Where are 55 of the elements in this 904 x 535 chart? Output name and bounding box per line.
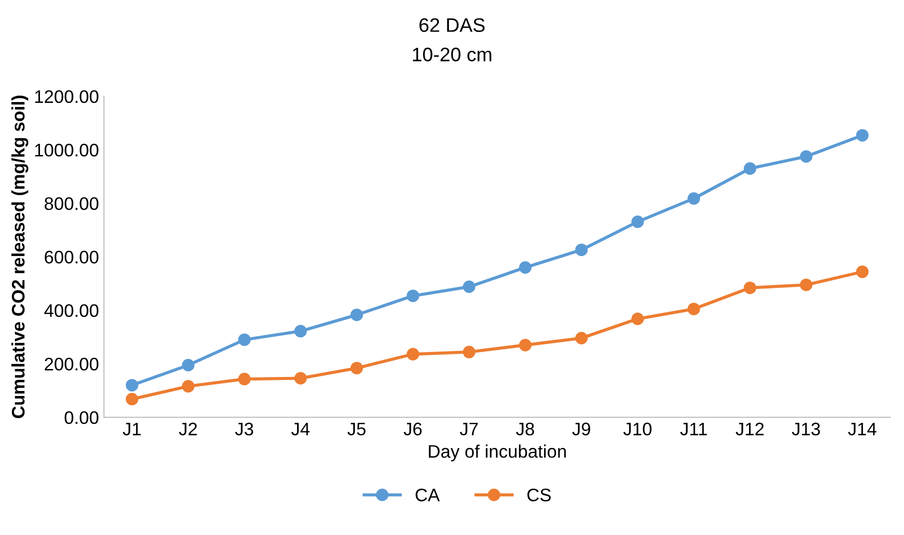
point [350, 362, 364, 374]
point [126, 392, 138, 406]
point [294, 324, 307, 338]
y-tick-label: 0.00 [64, 411, 98, 424]
x-tick-label: J2 [178, 422, 197, 436]
point [688, 192, 700, 205]
y-tick-label: 800.00 [44, 197, 98, 210]
point [631, 216, 644, 228]
point [744, 282, 756, 294]
point [406, 290, 420, 302]
x-axis-title: Day of incubation [428, 444, 566, 462]
x-tick-label: J12 [736, 422, 764, 436]
x-tick-label: J5 [348, 422, 366, 436]
point [631, 312, 644, 326]
point [519, 338, 532, 352]
point [800, 278, 812, 292]
point [182, 380, 194, 393]
point [294, 372, 307, 384]
x-tick-label: J13 [792, 422, 820, 436]
point [575, 332, 588, 344]
point [575, 244, 588, 256]
point [126, 378, 138, 392]
point [519, 261, 532, 274]
legend-label: CA [416, 488, 440, 502]
x-tick-label: J4 [291, 422, 310, 436]
y-tick-label: 400.00 [44, 304, 98, 318]
y-tick-label: 1200.00 [35, 90, 98, 104]
x-tick-label: J1 [122, 422, 141, 436]
y-tick-label: 600.00 [44, 250, 98, 264]
x-tick-label: J6 [404, 422, 422, 436]
point [350, 308, 364, 322]
point [182, 358, 194, 372]
chart-subtitle: 10-20 cm [412, 48, 492, 62]
x-tick-label: J3 [235, 422, 254, 436]
chart-title: 62 DAS [419, 18, 485, 32]
y-tick-label: 200.00 [44, 358, 98, 371]
y-axis-title: Cumulative CO2 released (mg/kg soil) [11, 96, 28, 418]
x-tick-label: J7 [460, 422, 478, 436]
point [238, 333, 251, 346]
x-tick-label: J8 [516, 422, 534, 436]
x-tick-label: J11 [680, 422, 707, 436]
x-tick-label: J10 [623, 422, 652, 436]
point [238, 372, 251, 386]
point [800, 150, 812, 163]
point [462, 280, 476, 294]
legend-label: CS [527, 488, 551, 502]
point [406, 348, 420, 360]
point [856, 266, 869, 278]
y-tick-label: 1000.00 [35, 144, 98, 157]
point [744, 162, 756, 175]
point [856, 129, 869, 142]
x-tick-label: J9 [572, 422, 590, 436]
point [688, 302, 700, 316]
point [462, 346, 476, 358]
x-tick-label: J14 [848, 422, 876, 436]
